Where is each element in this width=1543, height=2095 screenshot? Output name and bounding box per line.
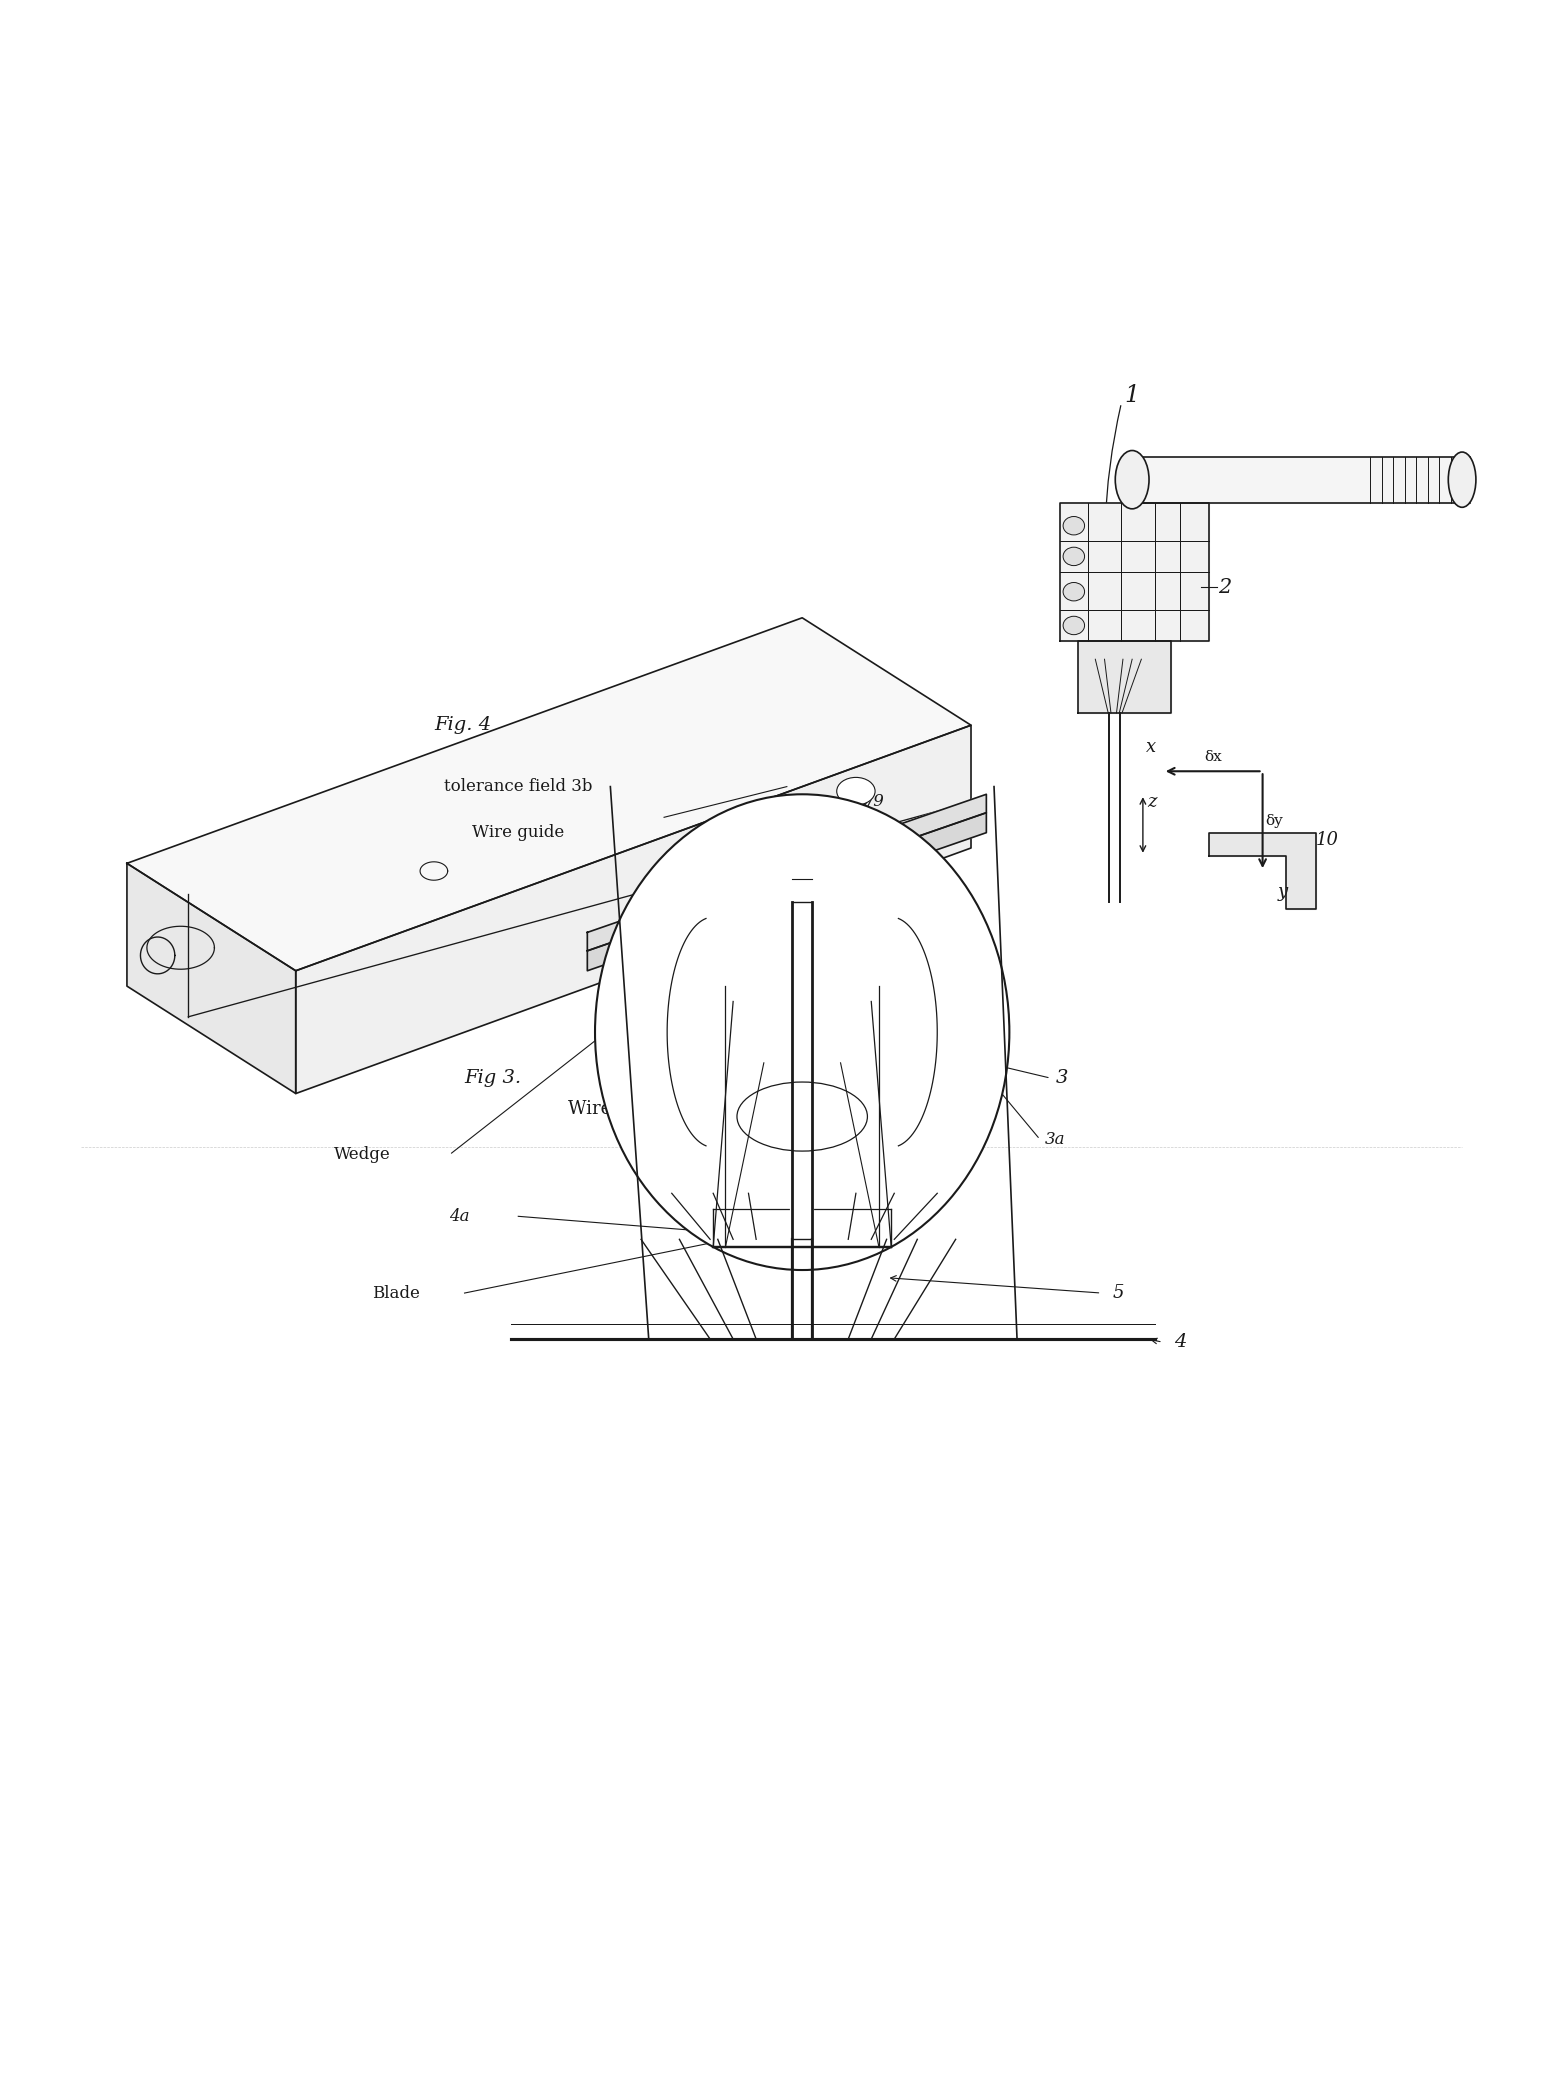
Text: z: z (1148, 792, 1157, 811)
Text: 3: 3 (1055, 1068, 1068, 1087)
Text: 13: 13 (830, 1240, 849, 1255)
Text: Fig. 4: Fig. 4 (434, 716, 491, 733)
Text: 5: 5 (1113, 1284, 1123, 1303)
Polygon shape (588, 813, 986, 970)
Ellipse shape (1063, 582, 1085, 601)
Text: Wire guide: Wire guide (472, 823, 565, 842)
Text: 3a: 3a (1045, 1131, 1065, 1148)
Text: Fig 3.: Fig 3. (464, 1068, 522, 1087)
Ellipse shape (1116, 450, 1150, 509)
Text: 4: 4 (1174, 1332, 1187, 1351)
Text: 2: 2 (1217, 578, 1231, 597)
Polygon shape (1208, 832, 1316, 909)
Ellipse shape (1449, 453, 1477, 507)
Text: Wedge: Wedge (335, 1146, 390, 1163)
Polygon shape (127, 618, 971, 970)
Text: Blade: Blade (372, 1284, 420, 1301)
Ellipse shape (1063, 616, 1085, 635)
Text: 4a: 4a (449, 1209, 469, 1226)
Text: 1: 1 (1125, 383, 1140, 406)
Polygon shape (1079, 641, 1171, 712)
Text: x: x (1145, 737, 1156, 756)
Ellipse shape (836, 777, 875, 804)
Polygon shape (127, 863, 296, 1094)
Text: δy: δy (1265, 815, 1284, 828)
Polygon shape (588, 794, 986, 951)
Text: tolerance field 3b: tolerance field 3b (444, 777, 593, 796)
Ellipse shape (1063, 517, 1085, 534)
Text: ‒12: ‒12 (818, 886, 847, 901)
Polygon shape (296, 725, 971, 1094)
Text: δx: δx (1204, 750, 1222, 763)
Text: Wire guide: Wire guide (568, 1100, 668, 1119)
Ellipse shape (596, 794, 1009, 1270)
Text: 8/9: 8/9 (858, 794, 884, 811)
Ellipse shape (1063, 547, 1085, 566)
Text: 11: 11 (844, 916, 867, 934)
Polygon shape (1060, 503, 1208, 641)
Polygon shape (1133, 457, 1470, 503)
Ellipse shape (738, 1081, 867, 1150)
Text: 10: 10 (1316, 832, 1338, 848)
Text: y: y (1278, 884, 1288, 901)
